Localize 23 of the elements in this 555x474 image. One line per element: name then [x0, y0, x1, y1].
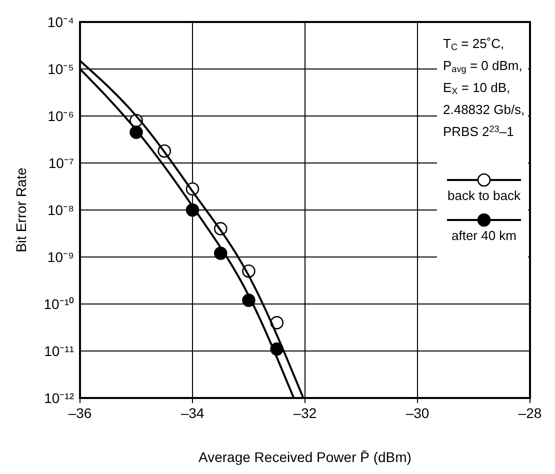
x-axis-title: Average Received Power P̄ (dBm) [198, 449, 412, 465]
y-tick-label: 10⁻¹² [44, 390, 74, 406]
legend-label: after 40 km [451, 228, 517, 243]
y-tick-label: 10⁻⁸ [48, 202, 74, 218]
annotation: E$_{X}$ = 10 dB, [443, 80, 510, 96]
x-tick-label: –32 [293, 405, 317, 421]
y-tick-label: 10⁻¹⁰ [44, 296, 74, 312]
x-tick-label: –30 [406, 405, 430, 421]
y-tick-label: 10⁻¹¹ [44, 343, 74, 359]
legend-label: back to back [448, 188, 521, 203]
x-tick-label: –34 [180, 405, 204, 421]
y-tick-label: 10⁻⁶ [48, 108, 74, 124]
x-tick-label: –36 [68, 405, 92, 421]
y-tick-label: 10⁻⁷ [48, 155, 74, 171]
y-tick-label: 10⁻⁴ [47, 14, 74, 30]
x-tick-label: –28 [518, 405, 542, 421]
y-tick-label: 10⁻⁵ [48, 61, 74, 77]
y-axis-title: Bit Error Rate [13, 167, 29, 252]
annotation: P$_{avg}$ = 0 dBm, [443, 58, 522, 74]
annotation: 2.48832 Gb/s, [443, 102, 525, 117]
annotation: T$_{C}$ = 25˚C, [443, 36, 504, 52]
annotation: PRBS 2$^{23}$–1 [443, 124, 514, 139]
y-tick-label: 10⁻⁹ [47, 249, 74, 265]
